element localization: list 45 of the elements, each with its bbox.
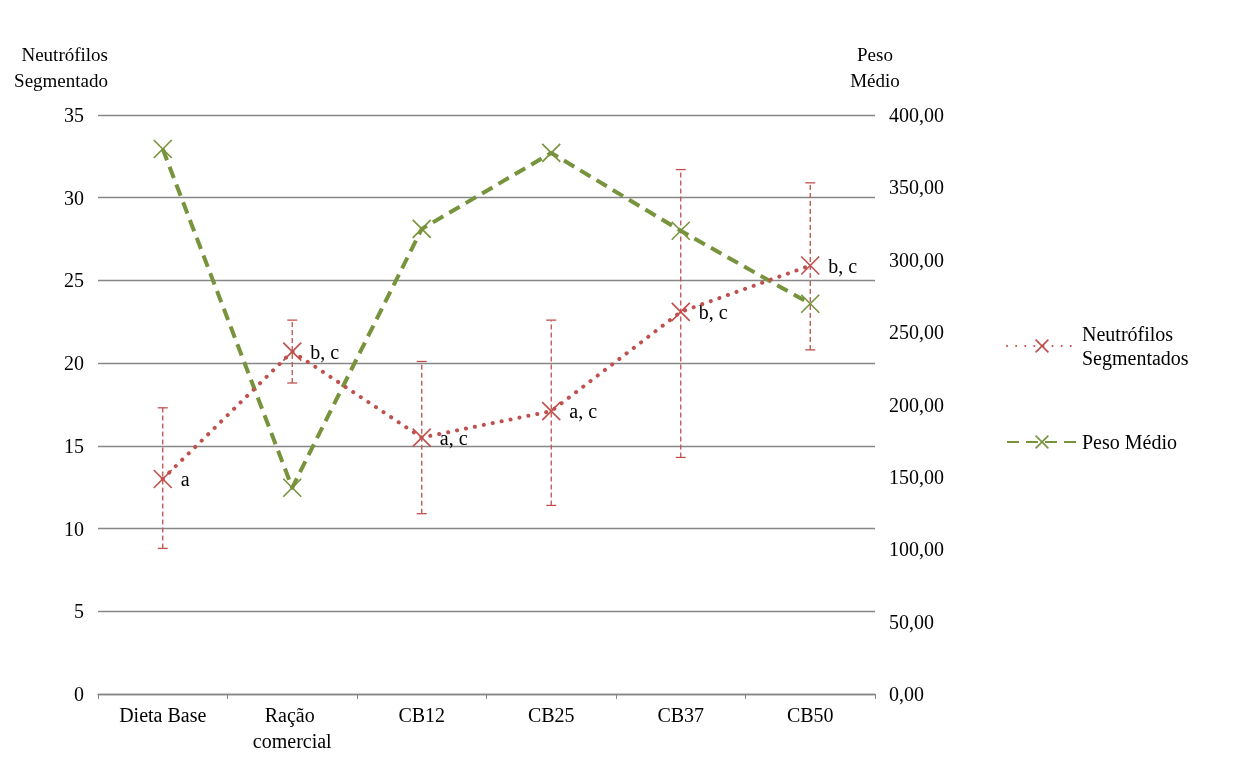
y2-tick-label: 0,00 bbox=[889, 683, 924, 705]
y-tick-label: 15 bbox=[64, 434, 84, 457]
x-tick-label: CB37 bbox=[657, 704, 705, 726]
y2-tick-label: 100,00 bbox=[889, 538, 944, 561]
point bbox=[152, 469, 173, 489]
y2-tick-label: 200,00 bbox=[889, 393, 944, 416]
y-tick-label: 30 bbox=[64, 186, 84, 209]
y2-tick-label: 350,00 bbox=[889, 176, 944, 199]
point bbox=[152, 139, 173, 159]
annotation: a, c bbox=[439, 426, 468, 449]
annotation: b, c bbox=[310, 340, 340, 363]
point bbox=[411, 427, 432, 448]
point bbox=[670, 221, 691, 241]
point bbox=[541, 401, 562, 421]
point bbox=[541, 143, 562, 163]
y2-tick-label: 300,00 bbox=[889, 248, 944, 271]
annotation: a, c bbox=[569, 400, 598, 423]
y-tick-label: 0 bbox=[74, 683, 84, 705]
y-axis-title: Neutrófilos Segmentado bbox=[14, 43, 108, 91]
annotation: b, c bbox=[698, 300, 728, 323]
y2-tick-label: 50,00 bbox=[889, 610, 934, 633]
x-tick-label: CB25 bbox=[527, 704, 575, 726]
legend-label: Neutrófilos Segmentados bbox=[1082, 323, 1189, 370]
y-tick-label: 20 bbox=[64, 352, 84, 375]
y-tick-label: 25 bbox=[64, 269, 84, 292]
y2-axis-title: Peso Médio bbox=[850, 43, 900, 91]
point bbox=[282, 341, 303, 362]
y-tick-label: 5 bbox=[74, 600, 84, 623]
y2-tick-label: 150,00 bbox=[889, 465, 944, 488]
x-tick-label: CB12 bbox=[398, 704, 446, 726]
x-tick-label: Dieta Base bbox=[119, 704, 207, 726]
point bbox=[800, 293, 821, 314]
point bbox=[800, 255, 821, 276]
point bbox=[282, 477, 303, 498]
point bbox=[670, 302, 691, 322]
x-tick-label: Ração comercial bbox=[252, 704, 333, 752]
legend-label: Peso Médio bbox=[1082, 431, 1177, 453]
annotation: a bbox=[180, 467, 190, 490]
annotation: b, c bbox=[828, 254, 858, 277]
y2-tick-label: 250,00 bbox=[889, 321, 944, 344]
point bbox=[411, 219, 432, 239]
x-tick-label: CB50 bbox=[786, 704, 834, 726]
y2-tick-label: 400,00 bbox=[889, 104, 944, 126]
y-tick-label: 10 bbox=[64, 517, 84, 540]
y-tick-label: 35 bbox=[64, 104, 84, 126]
